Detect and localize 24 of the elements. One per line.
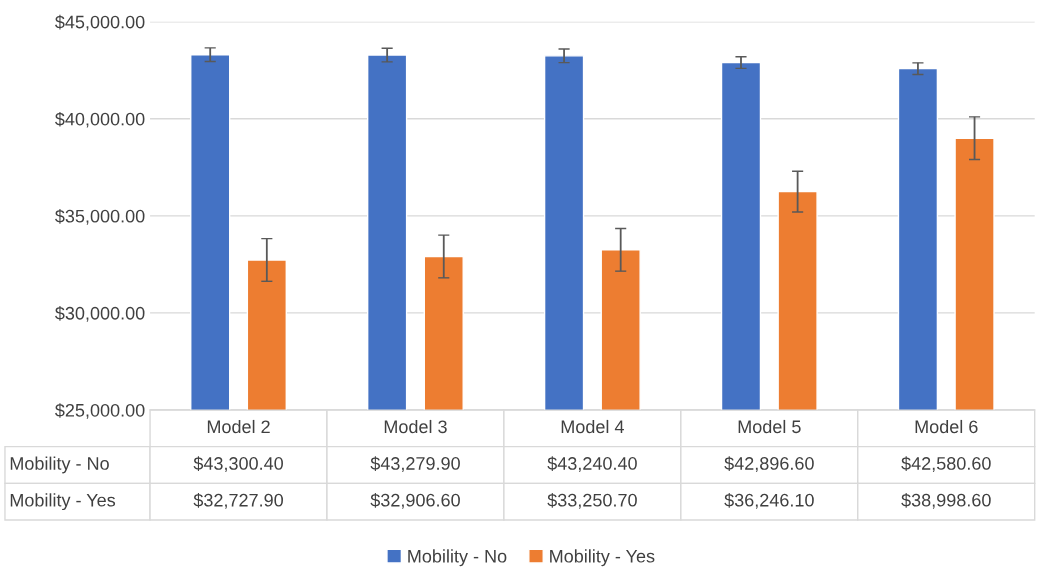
x-tick-label: Model 6: [915, 419, 978, 434]
x-tick-label: Model 4: [561, 419, 624, 434]
data-label: $43,240.40: [547, 456, 637, 472]
text: Mobility - Yes: [10, 493, 116, 511]
data-label: $42,580.60: [901, 456, 991, 472]
x-tick-label: Model 3: [384, 419, 447, 434]
data-label: $32,727.90: [193, 493, 283, 509]
y-tick-label: $25,000.00: [55, 403, 145, 419]
data-label: $43,279.90: [370, 456, 460, 472]
legend-label: Mobility - No: [408, 549, 507, 567]
y-tick-label: $35,000.00: [55, 209, 145, 225]
data-label: $33,250.70: [547, 493, 637, 509]
data-label: $36,246.10: [724, 493, 814, 509]
y-tick-label: $30,000.00: [55, 306, 145, 322]
data-label: $38,998.60: [901, 493, 991, 509]
legend-label: Mobility - Yes: [550, 549, 655, 567]
data-label: $32,906.60: [370, 493, 460, 509]
text: Mobility - No: [10, 456, 109, 474]
data-label: $42,896.60: [724, 456, 814, 472]
x-tick-label: Model 2: [207, 419, 270, 434]
data-label: $43,300.40: [193, 456, 283, 472]
y-tick-label: $40,000.00: [55, 111, 145, 128]
x-tick-label: Model 5: [738, 419, 801, 434]
y-tick-label: $45,000.00: [55, 14, 145, 31]
